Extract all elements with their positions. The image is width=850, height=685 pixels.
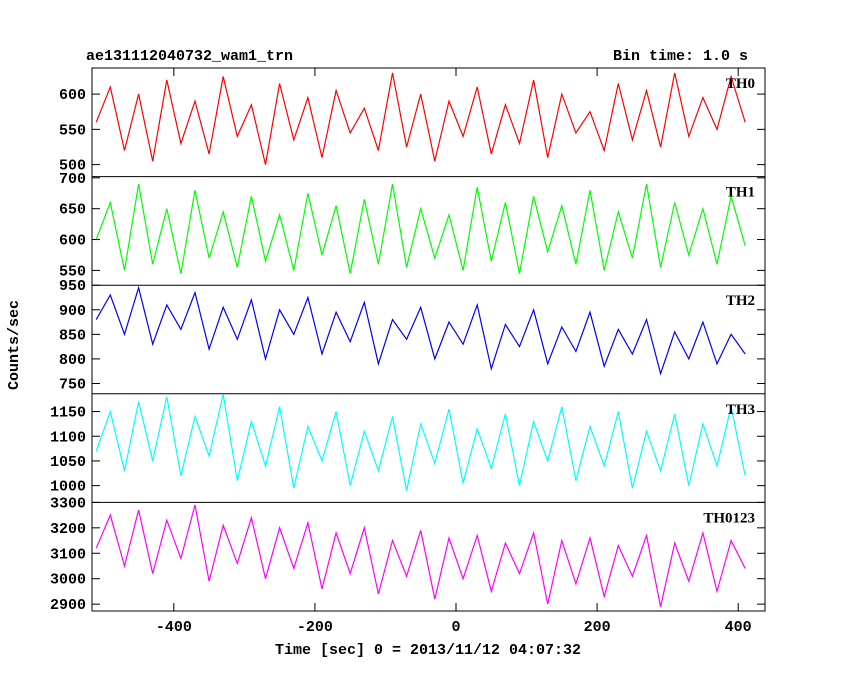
y-tick-label: 600: [59, 233, 86, 250]
x-tick-label: 0: [452, 619, 461, 636]
y-tick-label: 700: [59, 171, 86, 188]
y-tick-label: 750: [59, 376, 86, 393]
y-tick-label: 1050: [50, 454, 86, 471]
chart-title: ae131112040732_wam1_trn: [86, 48, 293, 65]
series-line: [95, 504, 746, 607]
series-line: [95, 72, 746, 165]
x-tick-label: 400: [725, 619, 752, 636]
y-tick-label: 3200: [50, 521, 86, 538]
y-tick-label: 800: [59, 352, 86, 369]
y-axis-label: Counts/sec: [6, 300, 23, 390]
y-tick-label: 3300: [50, 495, 86, 512]
x-tick-label: 200: [584, 619, 611, 636]
series-line: [95, 183, 746, 274]
y-tick-label: 500: [59, 158, 86, 175]
series-line: [95, 394, 746, 491]
panel-label: TH2: [726, 293, 755, 309]
y-tick-label: 850: [59, 327, 86, 344]
y-tick-label: 950: [59, 278, 86, 295]
y-tick-label: 1100: [50, 429, 86, 446]
x-tick-label: -400: [156, 619, 192, 636]
panel-label: TH0: [726, 76, 755, 92]
series-line: [95, 285, 746, 376]
y-tick-label: 3000: [50, 572, 86, 589]
y-tick-label: 900: [59, 303, 86, 320]
x-tick-label: -200: [297, 619, 333, 636]
y-tick-label: 600: [59, 87, 86, 104]
y-tick-label: 1000: [50, 479, 86, 496]
y-tick-label: 1150: [50, 405, 86, 422]
y-tick-label: 550: [59, 263, 86, 280]
y-tick-label: 550: [59, 122, 86, 139]
y-tick-label: 3100: [50, 546, 86, 563]
y-tick-label: 650: [59, 202, 86, 219]
frame: [91, 67, 766, 612]
y-tick-label: 2900: [50, 597, 86, 614]
x-axis-label: Time [sec] 0 = 2013/11/12 04:07:32: [275, 642, 581, 659]
panel-label: TH1: [726, 185, 755, 201]
bin-time: Bin time: 1.0 s: [613, 48, 748, 65]
panel-label: TH3: [726, 402, 755, 418]
panel-label: TH0123: [703, 510, 755, 526]
